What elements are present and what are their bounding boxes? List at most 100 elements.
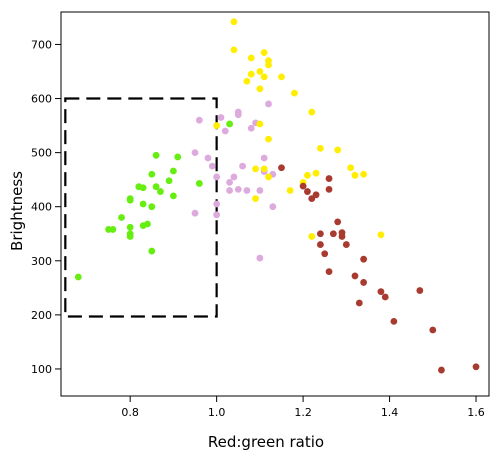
data-point <box>316 241 324 248</box>
data-point <box>195 180 203 187</box>
data-point <box>338 233 346 240</box>
points-layer <box>74 18 480 374</box>
data-point <box>221 127 229 135</box>
series-3 <box>278 164 480 374</box>
data-point <box>355 299 363 307</box>
data-point <box>148 247 156 255</box>
data-point <box>334 218 342 226</box>
data-point <box>351 272 359 280</box>
x-tick-label: 1.0 <box>208 406 226 419</box>
data-point <box>213 122 221 129</box>
data-point <box>325 175 333 182</box>
data-point <box>260 73 268 81</box>
data-point <box>304 171 311 179</box>
data-point <box>230 173 238 181</box>
data-point <box>438 366 445 374</box>
data-point <box>239 162 246 170</box>
y-tick-label: 400 <box>31 201 52 214</box>
data-point <box>256 187 264 194</box>
data-point <box>416 287 424 294</box>
x-tick-label: 0.8 <box>121 406 139 419</box>
data-point <box>126 223 134 231</box>
data-point <box>260 49 268 56</box>
data-point <box>347 164 355 172</box>
y-tick-label: 300 <box>31 255 52 268</box>
data-point <box>234 108 242 116</box>
y-tick-label: 600 <box>31 93 52 106</box>
data-point <box>291 89 298 97</box>
y-tick-label: 500 <box>31 147 52 160</box>
data-point <box>139 184 147 192</box>
data-point <box>195 116 203 124</box>
data-point <box>265 173 272 181</box>
data-point <box>208 162 216 170</box>
data-point <box>256 85 264 93</box>
x-tick-label: 1.2 <box>294 406 312 419</box>
data-point <box>256 254 264 262</box>
data-point <box>429 326 437 334</box>
series-2 <box>213 18 385 240</box>
data-point <box>118 214 125 221</box>
data-point <box>226 120 234 128</box>
data-point <box>139 200 147 208</box>
data-point <box>278 164 285 172</box>
data-point <box>329 230 337 238</box>
data-point <box>109 226 117 233</box>
data-point <box>256 120 264 128</box>
data-point <box>148 203 156 211</box>
data-point <box>213 200 221 208</box>
data-point <box>265 57 272 65</box>
data-point <box>243 187 251 194</box>
data-point <box>312 169 320 177</box>
data-point <box>243 77 251 85</box>
data-point <box>269 203 277 211</box>
x-tick-label: 1.6 <box>467 406 485 419</box>
y-tick-label: 100 <box>31 363 52 376</box>
data-point <box>308 233 316 240</box>
data-point <box>316 144 324 152</box>
plot-frame <box>60 11 490 397</box>
data-point <box>152 183 160 191</box>
y-tick-label: 700 <box>31 38 52 51</box>
data-point <box>217 114 225 121</box>
data-point <box>174 153 182 161</box>
data-point <box>304 188 311 195</box>
x-axis: 0.8 1.0 1.2 1.4 1.6 <box>121 396 485 419</box>
data-point <box>247 54 255 62</box>
data-point <box>278 73 285 81</box>
data-point <box>342 241 350 248</box>
data-point <box>157 188 164 195</box>
data-point <box>204 154 212 162</box>
data-point <box>144 220 151 228</box>
series-0 <box>74 120 234 281</box>
data-point <box>191 209 199 217</box>
data-point <box>152 151 160 159</box>
data-point <box>360 170 368 178</box>
data-point <box>252 195 259 202</box>
data-point <box>265 100 272 108</box>
data-point <box>126 196 134 204</box>
data-point <box>74 273 82 281</box>
data-point <box>170 167 177 175</box>
data-point <box>316 230 324 238</box>
data-point <box>247 124 255 132</box>
data-point <box>226 187 234 194</box>
data-point <box>286 187 294 194</box>
data-point <box>213 173 221 181</box>
data-point <box>256 68 264 75</box>
data-point <box>360 255 368 263</box>
data-point <box>351 171 359 179</box>
data-point <box>325 268 333 276</box>
data-point <box>247 70 255 78</box>
data-point <box>377 231 385 239</box>
data-point <box>260 165 268 173</box>
data-point <box>312 191 320 199</box>
data-point <box>381 293 389 301</box>
data-point <box>390 317 398 325</box>
data-point <box>226 178 234 186</box>
data-point <box>165 177 173 185</box>
data-point <box>360 279 368 286</box>
data-point <box>260 154 268 162</box>
data-point <box>230 18 238 26</box>
